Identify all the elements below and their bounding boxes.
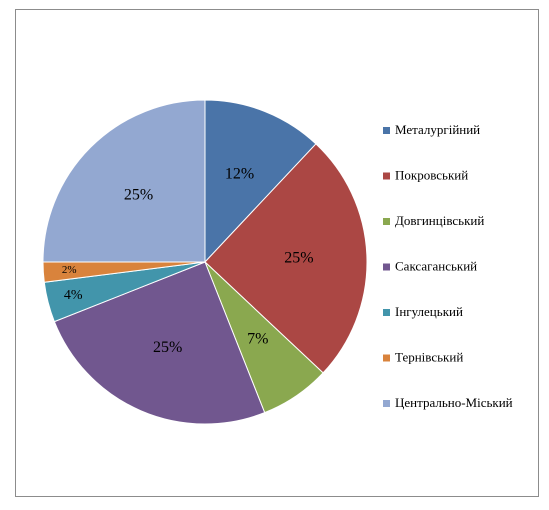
legend-swatch-4 [383, 263, 390, 271]
legend-label-4: Саксаганський [395, 258, 477, 273]
legend-label-1: Металургійний [395, 122, 480, 137]
slice-label-6: 2% [62, 264, 77, 276]
slice-label-5: 4% [64, 288, 83, 303]
legend-label-2: Покровський [395, 167, 468, 182]
legend-swatch-2 [383, 172, 390, 180]
legend-label-5: Інгулецький [395, 304, 463, 319]
legend-swatch-5 [383, 309, 390, 316]
slice-label-3: 7% [247, 330, 268, 347]
pie-slice-1 [204, 99, 317, 264]
legend-label-7: Центрально-Міський [395, 395, 513, 410]
legend-swatch-7 [383, 400, 390, 407]
legend-swatch-1 [383, 127, 390, 134]
slice-label-2: 25% [284, 250, 313, 267]
pie-slice-4 [53, 261, 266, 425]
pie-slices [42, 99, 368, 425]
slice-labels: 12% 25% 7% 25% 4% 2% 25% [62, 165, 314, 356]
slice-label-1: 12% [225, 165, 254, 182]
legend-swatch-3 [383, 218, 390, 225]
slice-label-4: 25% [153, 339, 182, 356]
legend-swatch-6 [383, 354, 390, 362]
slice-label-7: 25% [124, 186, 153, 203]
legend-label-3: Довгинцівський [395, 213, 484, 228]
legend: Металургійний Покровський Довгинцівський Са… [383, 122, 513, 410]
pie-slice-2 [204, 143, 368, 374]
legend-label-6: Тернівський [395, 349, 463, 364]
pie-slice-7 [42, 99, 206, 263]
